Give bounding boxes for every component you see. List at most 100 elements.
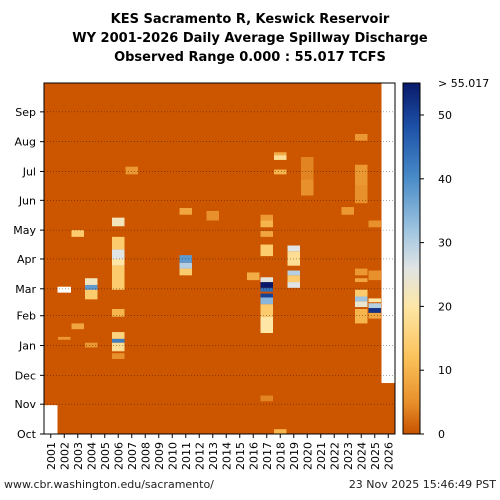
x-tick-label-2022: 2022 [328, 442, 341, 470]
y-tick-label-Apr: Apr [17, 253, 37, 266]
discharge-cell-2020 [301, 157, 314, 180]
discharge-cell-2024 [355, 268, 368, 276]
discharge-cell-2003 [71, 230, 84, 237]
x-tick-label-2026: 2026 [382, 442, 395, 470]
discharge-cell-2019 [287, 270, 300, 276]
discharge-cell-2011 [179, 268, 192, 276]
x-tick-label-2003: 2003 [72, 442, 85, 470]
discharge-cell-2017 [260, 231, 273, 237]
discharge-cell-2025 [368, 220, 381, 228]
discharge-cell-2024 [355, 296, 368, 302]
discharge-cell-2018 [274, 155, 287, 160]
discharge-cell-2006 [112, 338, 125, 343]
discharge-cell-2018 [274, 169, 287, 175]
discharge-cell-2024 [355, 278, 368, 283]
x-tick-label-2009: 2009 [153, 442, 166, 470]
discharge-cell-2017 [260, 244, 273, 257]
chart-title-line-1: KES Sacramento R, Keswick Reservoir [110, 12, 390, 27]
x-tick-label-2023: 2023 [342, 442, 355, 470]
plot-frame [43, 82, 396, 435]
discharge-cell-2024 [355, 301, 368, 308]
y-tick-label-Jan: Jan [18, 340, 36, 353]
x-tick-label-2010: 2010 [166, 442, 179, 470]
y-tick-label-Feb: Feb [17, 310, 36, 323]
x-tick-label-2012: 2012 [193, 442, 206, 470]
y-tick-label-Jun: Jun [18, 194, 36, 207]
colorbar-tick-label-40: 40 [438, 173, 452, 186]
x-tick-label-2024: 2024 [355, 442, 368, 470]
discharge-cell-2004 [85, 284, 98, 290]
discharge-cell-2011 [179, 262, 192, 269]
missing-data-2001 [44, 405, 58, 434]
discharge-cell-2018 [274, 152, 287, 156]
discharge-cell-2006 [112, 353, 125, 359]
discharge-cell-2017 [260, 282, 273, 288]
discharge-cell-2013 [206, 210, 219, 221]
discharge-cell-2025 [368, 298, 381, 303]
discharge-cell-2017 [260, 293, 273, 298]
discharge-cell-2017 [260, 277, 273, 283]
discharge-cell-2006 [112, 308, 125, 317]
discharge-cell-2017 [260, 395, 273, 402]
footer-url[interactable]: www.cbr.washington.edu/sacramento/ [4, 478, 214, 491]
discharge-cell-2023 [341, 207, 354, 215]
y-tick-label-May: May [13, 224, 36, 237]
colorbar-tick-label-30: 30 [438, 237, 452, 250]
discharge-cell-2025 [368, 303, 381, 309]
x-tick-label-2001: 2001 [45, 442, 58, 470]
colorbar-tick-label-50: 50 [438, 109, 452, 122]
x-tick-label-2005: 2005 [99, 442, 112, 470]
x-tick-label-2018: 2018 [274, 442, 287, 470]
y-tick-label-Oct: Oct [17, 428, 37, 441]
discharge-cell-2017 [260, 214, 273, 221]
discharge-cell-2025 [368, 270, 381, 281]
y-tick-label-Sep: Sep [15, 106, 36, 119]
x-tick-label-2006: 2006 [112, 442, 125, 470]
discharge-cell-2024 [355, 185, 368, 204]
discharge-cell-2017 [260, 316, 273, 334]
colorbar-tick-label-20: 20 [438, 300, 452, 313]
discharge-cell-2006 [112, 236, 125, 250]
discharge-cell-2024 [355, 308, 368, 324]
x-tick-label-2016: 2016 [247, 442, 260, 470]
discharge-cell-2016 [247, 272, 260, 281]
x-tick-label-2002: 2002 [58, 442, 71, 470]
discharge-cell-2025 [368, 308, 381, 313]
x-tick-label-2014: 2014 [220, 442, 233, 470]
discharge-cell-2004 [85, 289, 98, 300]
x-tick-label-2011: 2011 [180, 442, 193, 470]
discharge-cell-2002 [58, 336, 71, 340]
discharge-cell-2019 [287, 275, 300, 283]
discharge-cell-2003 [71, 323, 84, 330]
missing-data-2026 [381, 83, 395, 384]
chart-title-line-3: Observed Range 0.000 : 55.017 TCFS [114, 50, 386, 65]
discharge-cell-2019 [287, 251, 300, 266]
discharge-cell-2024 [355, 289, 368, 297]
colorbar-tick-label-10: 10 [438, 364, 452, 377]
colorbar [402, 82, 421, 435]
discharge-cell-2018 [274, 429, 287, 434]
discharge-cell-2019 [287, 282, 300, 288]
discharge-cell-2024 [355, 133, 368, 141]
colorbar-max-label: > 55.017 [438, 77, 489, 90]
discharge-cell-2017 [260, 304, 273, 317]
discharge-cell-2024 [355, 164, 368, 186]
x-tick-label-2004: 2004 [85, 442, 98, 470]
discharge-cell-2017 [260, 287, 273, 292]
discharge-cell-2006 [112, 332, 125, 339]
discharge-cell-2006 [112, 265, 125, 290]
discharge-cell-2004 [85, 342, 98, 348]
discharge-cell-2017 [260, 220, 273, 228]
x-tick-label-2008: 2008 [139, 442, 152, 470]
discharge-cell-2020 [301, 179, 314, 196]
missing-data-2002 [57, 286, 71, 293]
discharge-cell-2006 [112, 342, 125, 352]
x-tick-label-2015: 2015 [234, 442, 247, 470]
y-tick-label-Dec: Dec [15, 369, 36, 382]
x-tick-label-2021: 2021 [315, 442, 328, 470]
y-tick-label-Jul: Jul [22, 165, 36, 178]
x-tick-label-2020: 2020 [301, 442, 314, 470]
x-tick-label-2017: 2017 [261, 442, 274, 470]
discharge-cell-2006 [112, 249, 125, 259]
